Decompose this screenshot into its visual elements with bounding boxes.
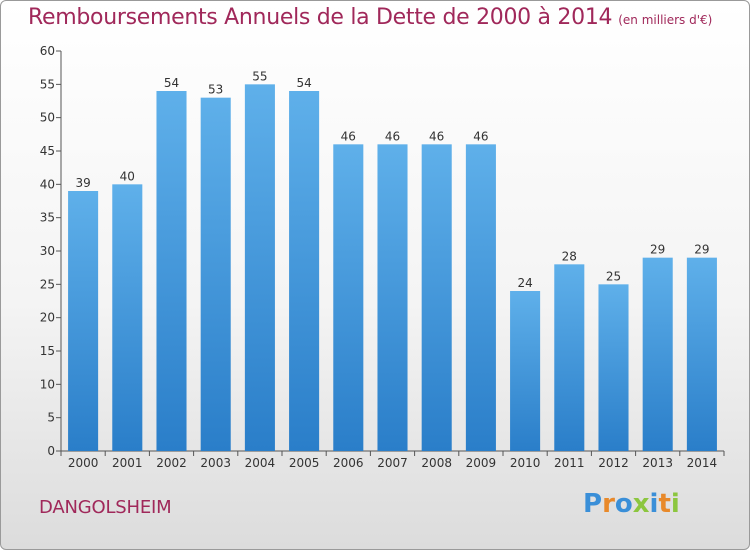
bar-value-label: 46 xyxy=(385,129,400,143)
bar xyxy=(333,144,364,452)
y-tick-label: 5 xyxy=(47,411,55,425)
bar xyxy=(112,184,143,452)
brand-logo: Proxiti xyxy=(583,489,680,519)
logo-letter: i xyxy=(670,489,680,519)
y-tick-label: 60 xyxy=(40,44,55,58)
y-tick-label: 0 xyxy=(47,444,55,458)
bar-value-label: 54 xyxy=(164,76,179,90)
bar xyxy=(68,191,99,451)
logo-letter: t xyxy=(658,489,671,519)
y-tick-label: 35 xyxy=(40,211,55,225)
x-tick-label: 2012 xyxy=(598,456,629,470)
bar xyxy=(200,97,231,452)
bar xyxy=(244,84,275,451)
chart-title: Remboursements Annuels de la Dette de 20… xyxy=(28,5,613,30)
bar xyxy=(598,284,629,451)
x-axis: 2000 2001 2002 2003 2004 2005 2006 2007 2008 2009… xyxy=(60,450,725,470)
bar-value-label: 55 xyxy=(252,69,267,83)
bar xyxy=(686,257,717,451)
x-tick-label: 2001 xyxy=(112,456,143,470)
logo-letter: x xyxy=(632,489,650,519)
x-tick-label: 2000 xyxy=(68,456,99,470)
bar xyxy=(510,291,541,451)
y-tick-label: 40 xyxy=(40,177,55,191)
bar-value-label: 24 xyxy=(517,276,532,290)
x-tick-label: 2005 xyxy=(289,456,320,470)
y-tick-label: 10 xyxy=(40,377,55,391)
logo-letter: i xyxy=(649,489,659,519)
x-tick-label: 2004 xyxy=(245,456,276,470)
logo-letter: r xyxy=(602,489,615,519)
bar xyxy=(289,91,320,451)
bar xyxy=(465,144,496,452)
bar-value-label: 39 xyxy=(75,176,90,190)
bar xyxy=(554,264,585,451)
bar xyxy=(156,91,187,451)
x-tick-label: 2014 xyxy=(687,456,718,470)
value-labels: 39 40 54 53 55 54 46 46 46 46 24 28 25 29 29 xyxy=(75,69,709,290)
x-tick-label: 2006 xyxy=(333,456,364,470)
y-tick-label: 55 xyxy=(40,77,55,91)
bar-value-label: 53 xyxy=(208,83,223,97)
place-name: DANGOLSHEIM xyxy=(39,497,172,518)
logo-letter: P xyxy=(583,489,603,519)
y-tick-label: 50 xyxy=(40,111,55,125)
x-tick-label: 2010 xyxy=(510,456,541,470)
x-tick-label: 2002 xyxy=(156,456,187,470)
bar xyxy=(377,144,408,452)
bar-value-label: 28 xyxy=(562,249,577,263)
x-tick-label: 2008 xyxy=(421,456,452,470)
bar-value-label: 29 xyxy=(694,243,709,257)
y-tick-label: 20 xyxy=(40,311,55,325)
bar-value-label: 40 xyxy=(120,169,135,183)
x-tick-label: 2003 xyxy=(200,456,231,470)
chart-unit-note: (en milliers d'€) xyxy=(618,13,713,27)
bar-value-label: 46 xyxy=(429,129,444,143)
x-tick-label: 2007 xyxy=(377,456,408,470)
title-row: Remboursements Annuels de la Dette de 20… xyxy=(28,5,712,30)
logo-letter: o xyxy=(614,489,633,519)
bars xyxy=(68,84,717,452)
y-axis: 0 5 10 15 20 25 30 35 40 45 50 55 60 xyxy=(40,44,62,458)
x-tick-label: 2013 xyxy=(642,456,673,470)
bar xyxy=(421,144,452,452)
x-tick-label: 2009 xyxy=(466,456,497,470)
bar-value-label: 25 xyxy=(606,269,621,283)
x-tick-label: 2011 xyxy=(554,456,585,470)
y-tick-label: 15 xyxy=(40,344,55,358)
y-tick-label: 45 xyxy=(40,144,55,158)
y-tick-label: 30 xyxy=(40,244,55,258)
bar-value-label: 46 xyxy=(473,129,488,143)
bar-value-label: 29 xyxy=(650,243,665,257)
y-tick-label: 25 xyxy=(40,277,55,291)
bar-value-label: 46 xyxy=(341,129,356,143)
bar xyxy=(642,257,673,451)
bar-value-label: 54 xyxy=(296,76,311,90)
